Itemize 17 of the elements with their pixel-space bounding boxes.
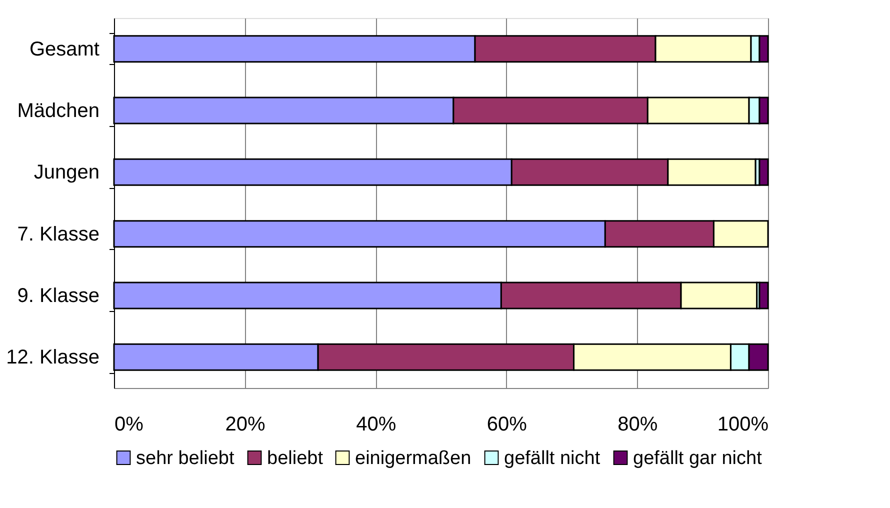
y-tick-label: 7. Klasse xyxy=(17,223,100,246)
x-tick-label: 80% xyxy=(618,414,658,436)
y-tick-label: Gesamt xyxy=(29,38,100,60)
y-tick-label: 12. Klasse xyxy=(6,346,100,369)
x-tick-label: 60% xyxy=(486,414,528,436)
legend-label: einigermaßen xyxy=(355,448,472,469)
x-tick-label: 40% xyxy=(356,414,396,436)
x-tick-label: 0% xyxy=(114,414,144,436)
y-tick-label: Mädchen xyxy=(17,100,100,122)
x-tick-label: 100% xyxy=(717,414,769,436)
legend-label: sehr beliebt xyxy=(136,448,235,469)
legend-label: gefällt gar nicht xyxy=(633,448,763,469)
legend-label: beliebt xyxy=(267,448,324,469)
y-tick-label: 9. Klasse xyxy=(17,285,100,307)
x-tick-label: 20% xyxy=(225,414,266,436)
legend-label: gefällt nicht xyxy=(504,448,601,469)
y-tick-label: Jungen xyxy=(34,162,100,184)
